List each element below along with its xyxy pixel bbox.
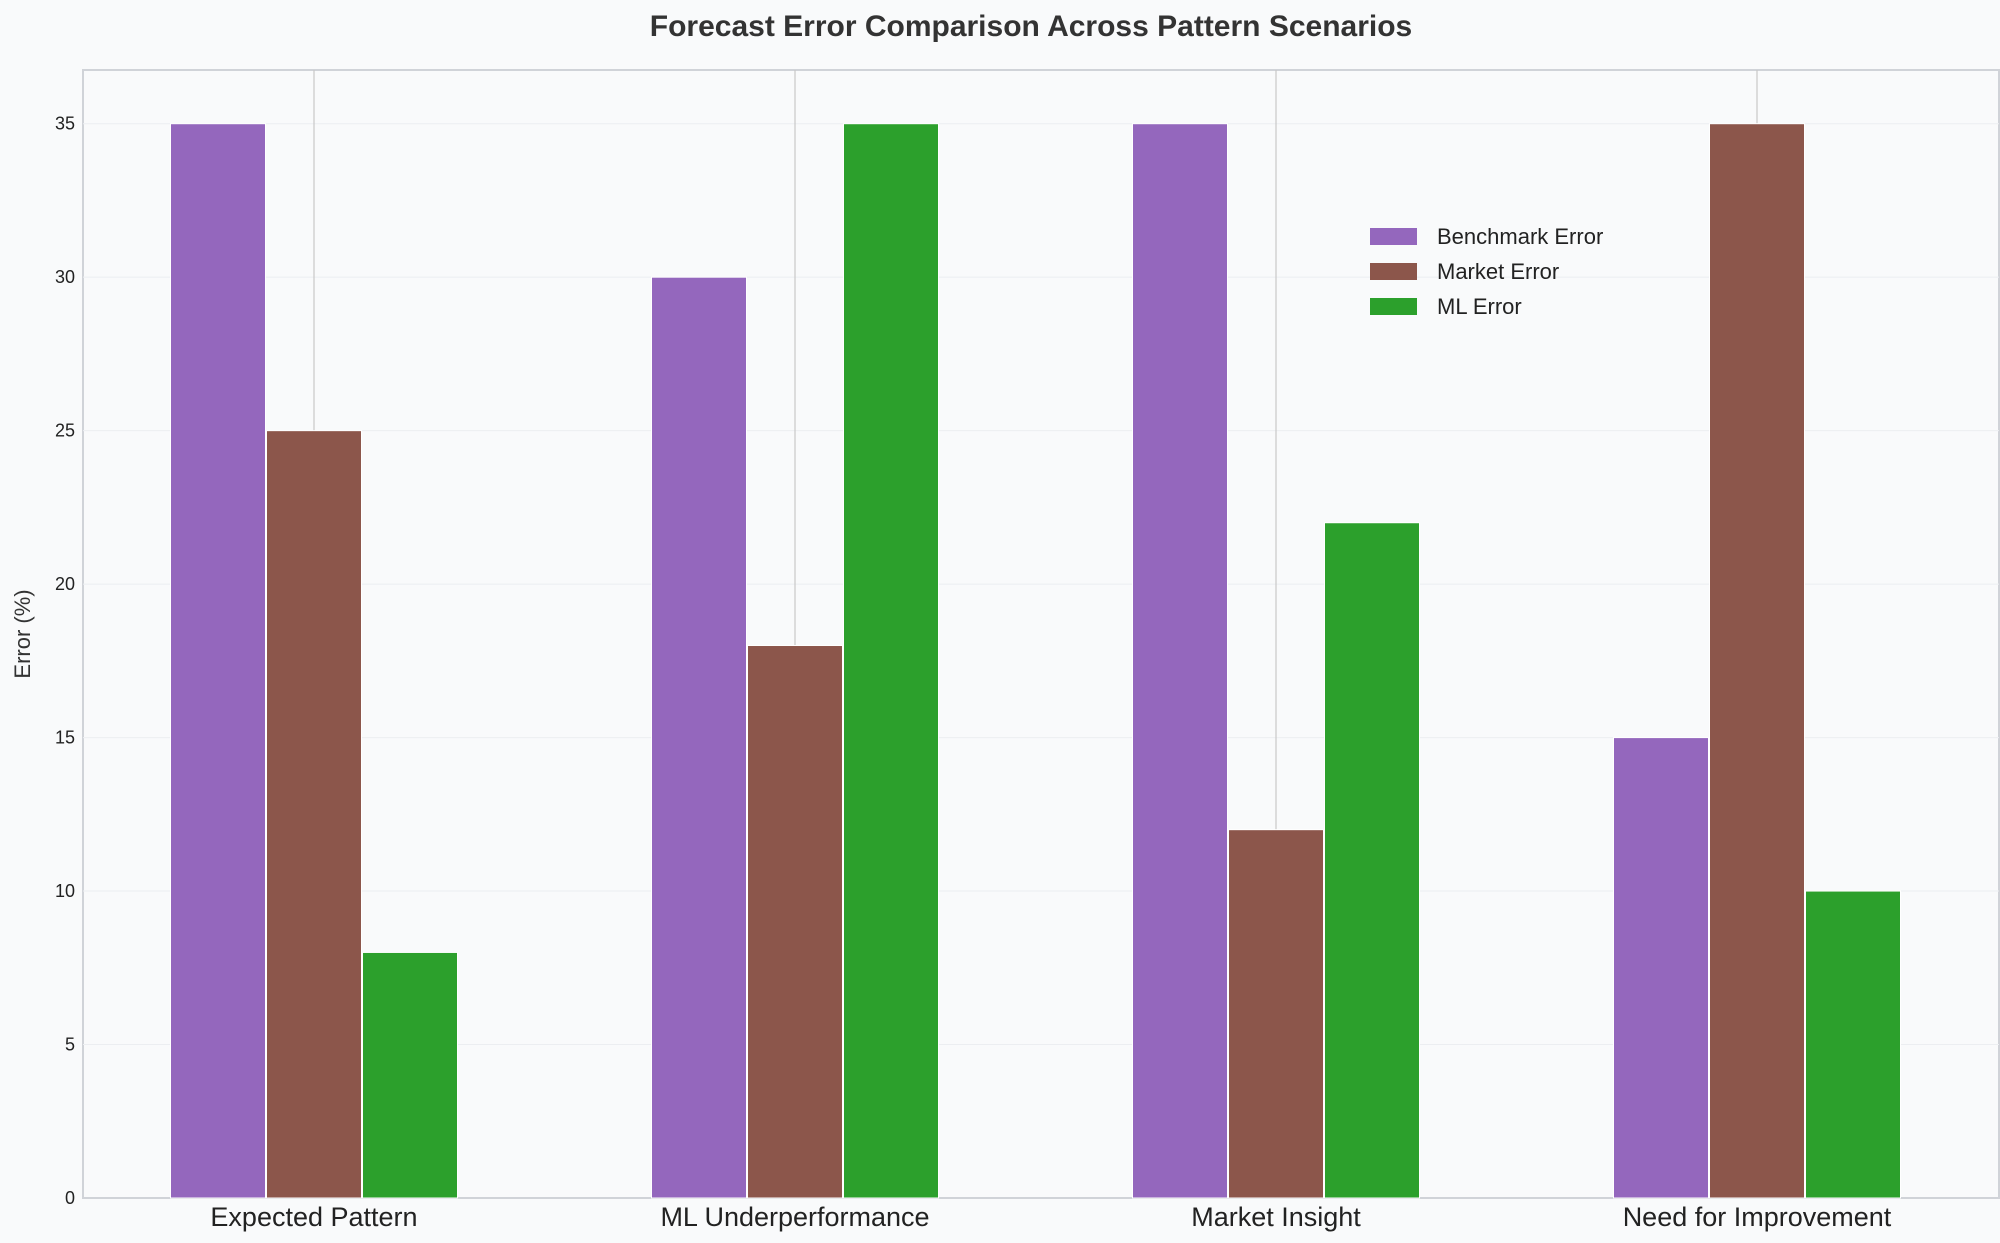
x-tick-label: ML Underperformance xyxy=(660,1202,929,1232)
bar-market-error xyxy=(1228,829,1324,1199)
legend-swatch xyxy=(1370,228,1417,245)
bars xyxy=(170,123,1901,1199)
y-tick-label: 5 xyxy=(65,1035,75,1055)
x-tick-label: Expected Pattern xyxy=(210,1202,417,1232)
legend: Benchmark Error Market Error ML Error xyxy=(1370,224,1603,319)
y-tick-label: 30 xyxy=(55,267,75,287)
legend-swatch xyxy=(1370,263,1417,280)
x-tick-label: Market Insight xyxy=(1191,1202,1361,1232)
bar-ml-error xyxy=(843,123,939,1199)
y-tick-label: 25 xyxy=(55,421,75,441)
y-axis-ticks: 0 5 10 15 20 25 30 35 xyxy=(55,114,75,1208)
bar-ml-error xyxy=(1805,890,1901,1199)
bar-benchmark-error xyxy=(1613,737,1709,1199)
legend-label: Market Error xyxy=(1437,259,1559,284)
bar-benchmark-error xyxy=(170,123,266,1199)
y-tick-label: 10 xyxy=(55,881,75,901)
bar-market-error xyxy=(747,645,843,1199)
bar-benchmark-error xyxy=(651,276,747,1199)
bar-ml-error xyxy=(1324,522,1420,1199)
bar-market-error xyxy=(266,430,362,1199)
y-tick-label: 35 xyxy=(55,114,75,134)
bar-market-error xyxy=(1709,123,1805,1199)
y-tick-label: 15 xyxy=(55,728,75,748)
legend-label: ML Error xyxy=(1437,294,1522,319)
legend-label: Benchmark Error xyxy=(1437,224,1603,249)
y-tick-label: 0 xyxy=(65,1188,75,1208)
legend-swatch xyxy=(1370,298,1417,315)
y-axis-label: Error (%) xyxy=(10,589,35,678)
x-tick-label: Need for Improvement xyxy=(1623,1202,1892,1232)
x-axis-ticks: Expected Pattern ML Underperformance Marke… xyxy=(210,1202,1891,1232)
bar-benchmark-error xyxy=(1132,123,1228,1199)
bar-ml-error xyxy=(362,951,458,1199)
y-tick-label: 20 xyxy=(55,574,75,594)
chart-title: Forecast Error Comparison Across Pattern… xyxy=(650,10,1412,43)
